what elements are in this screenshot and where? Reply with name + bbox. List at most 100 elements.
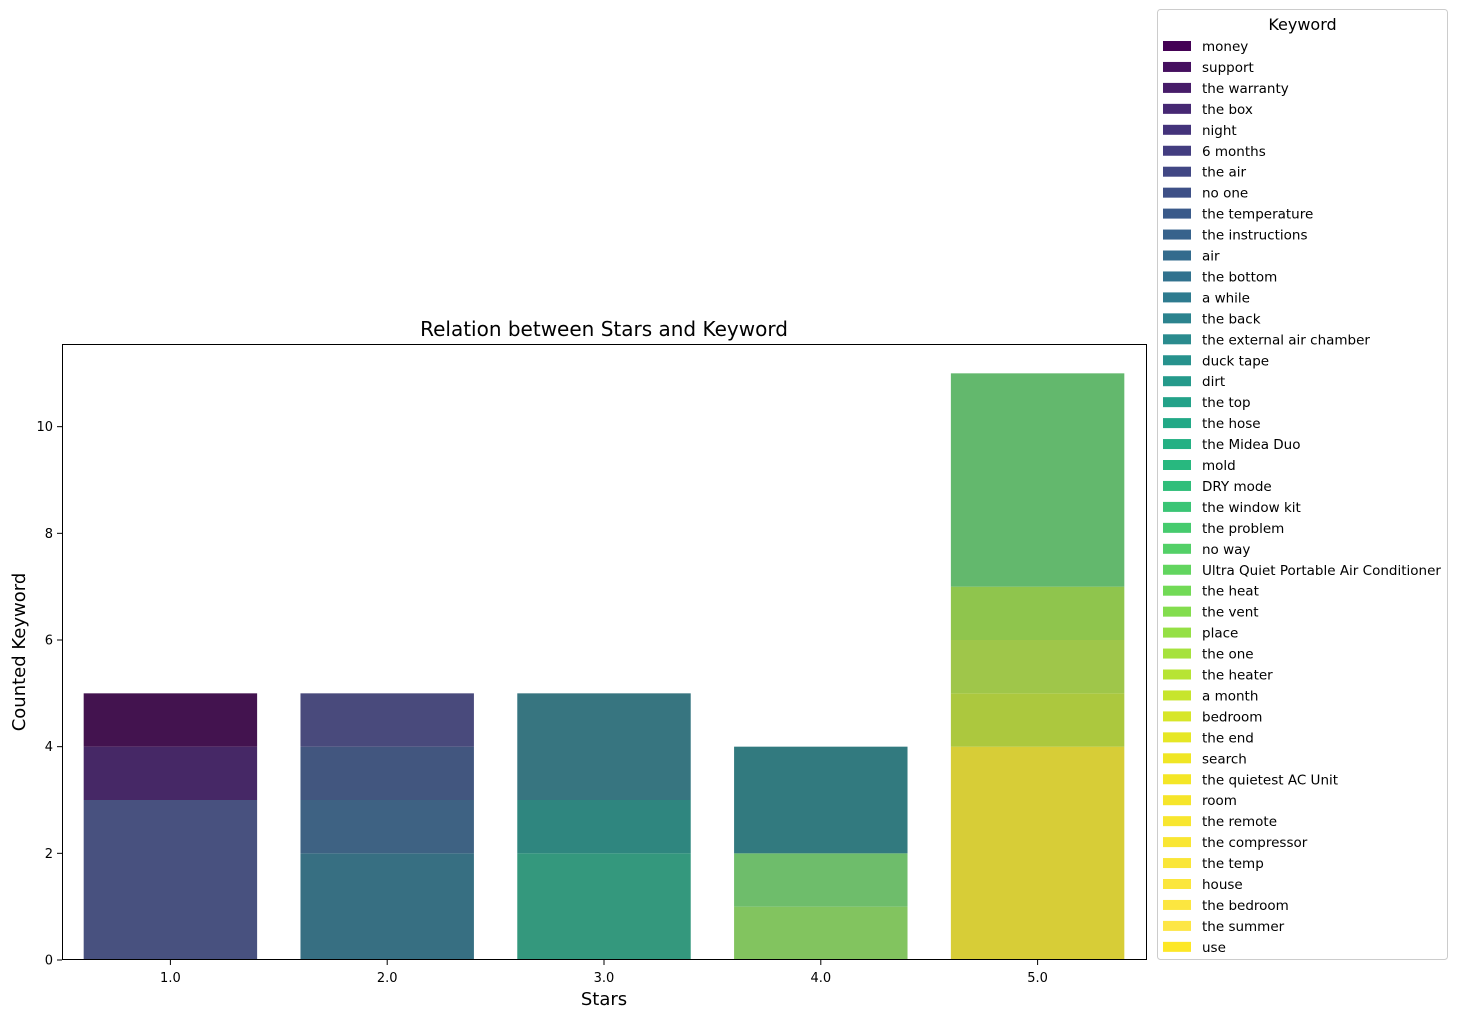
x-tick-label: 4.0 — [810, 971, 831, 986]
legend-swatch — [1163, 61, 1191, 72]
legend-swatch — [1163, 480, 1191, 491]
legend-swatch — [1163, 585, 1191, 596]
legend-entry-label: the bedroom — [1202, 898, 1289, 914]
legend-entry-label: the vent — [1202, 605, 1259, 621]
y-tick-label: 4 — [45, 740, 53, 755]
legend-entries: money support the warranty the box night 6 mo… — [1163, 39, 1441, 956]
legend-entry-label: a month — [1202, 688, 1258, 704]
legend-entry-label: the instructions — [1202, 228, 1308, 244]
legend-entry-label: the back — [1202, 311, 1261, 327]
legend-swatch — [1163, 145, 1191, 156]
legend-entry-label: 6 months — [1202, 144, 1266, 160]
legend-swatch — [1163, 606, 1191, 617]
legend-swatch — [1163, 166, 1191, 177]
legend-entry-label: Ultra Quiet Portable Air Conditioner — [1202, 563, 1441, 579]
legend-swatch — [1163, 82, 1191, 93]
legend-entry-label: the window kit — [1202, 500, 1301, 516]
legend-swatch — [1163, 103, 1191, 114]
bars-group — [83, 373, 1125, 960]
legend-swatch — [1163, 376, 1191, 387]
legend-entry-label: dirt — [1202, 374, 1225, 390]
legend-swatch — [1163, 439, 1191, 450]
legend-swatch — [1163, 837, 1191, 848]
bar-segment-2.0-2 — [300, 746, 474, 800]
legend-swatch — [1163, 250, 1191, 261]
y-tick-label: 2 — [45, 847, 53, 862]
legend-title: Keyword — [1268, 15, 1336, 34]
legend-entry-label: place — [1202, 626, 1238, 642]
bar-segment-1.0-2 — [83, 693, 258, 747]
legend-swatch — [1163, 397, 1191, 408]
legend-swatch — [1163, 899, 1191, 910]
legend-entry-label: DRY mode — [1202, 479, 1272, 495]
legend-entry-label: air — [1202, 249, 1220, 265]
bar-segment-5.0-2 — [950, 640, 1125, 694]
legend-entry-label: bedroom — [1202, 709, 1262, 725]
bar-segment-1.0-0 — [83, 800, 258, 960]
legend-entry-label: duck tape — [1202, 353, 1269, 369]
y-tick-label: 0 — [45, 954, 53, 969]
x-tick-label: 2.0 — [377, 971, 398, 986]
legend-swatch — [1163, 941, 1191, 952]
legend-entry-label: no way — [1202, 542, 1250, 558]
legend-swatch — [1163, 858, 1191, 869]
bar-segment-2.0-0 — [300, 853, 474, 960]
legend-swatch — [1163, 124, 1191, 135]
bar-segment-5.0-3 — [950, 586, 1125, 640]
legend-entry-label: the summer — [1202, 919, 1285, 935]
legend-swatch — [1163, 271, 1191, 282]
legend-entry-label: the compressor — [1202, 835, 1308, 851]
legend-swatch — [1163, 732, 1191, 743]
legend-swatch — [1163, 460, 1191, 470]
legend-entry-label: mold — [1202, 458, 1236, 474]
chart-title: Relation between Stars and Keyword — [420, 317, 788, 341]
legend-entry-label: the air — [1202, 165, 1246, 181]
y-axis: 0 2 4 6 8 10 — [36, 420, 62, 969]
legend-swatch — [1163, 920, 1191, 931]
legend-entry-label: house — [1202, 877, 1243, 893]
bar-segment-4.0-0 — [734, 906, 908, 960]
legend: Keyword money support the warranty the box n… — [1157, 9, 1448, 960]
x-tick-label: 1.0 — [160, 971, 181, 986]
x-tick-label: 5.0 — [1027, 971, 1048, 986]
legend-entry-label: use — [1202, 940, 1226, 956]
legend-swatch — [1163, 564, 1191, 575]
legend-entry-label: the remote — [1202, 814, 1277, 830]
legend-entry-label: the quietest AC Unit — [1202, 772, 1338, 788]
legend-entry-label: the heat — [1202, 584, 1259, 600]
bar-segment-3.0-1 — [517, 800, 691, 854]
legend-swatch — [1163, 208, 1191, 219]
legend-swatch — [1163, 355, 1191, 366]
bar-segment-3.0-0 — [517, 853, 691, 960]
y-axis-label: Counted Keyword — [9, 573, 30, 732]
legend-swatch — [1163, 627, 1191, 638]
legend-entry-label: the temp — [1202, 856, 1264, 872]
legend-entry-label: the problem — [1202, 521, 1284, 537]
bar-segment-1.0-1 — [83, 746, 258, 800]
bar-segment-2.0-1 — [300, 800, 474, 854]
y-tick-label: 8 — [45, 527, 53, 542]
bar-segment-5.0-0 — [950, 746, 1125, 960]
legend-box — [1157, 9, 1448, 960]
legend-entry-label: the temperature — [1202, 207, 1313, 223]
legend-entry-label: the Midea Duo — [1202, 437, 1301, 453]
bar-segment-5.0-4 — [950, 373, 1125, 587]
legend-swatch — [1163, 795, 1191, 806]
bar-segment-5.0-1 — [950, 693, 1125, 747]
legend-entry-label: the end — [1202, 730, 1254, 746]
legend-entry-label: support — [1202, 60, 1254, 76]
y-tick-label: 6 — [45, 634, 53, 649]
plot-frame — [62, 344, 1147, 960]
legend-entry-label: the external air chamber — [1202, 332, 1370, 348]
bar-segment-3.0-2 — [517, 693, 691, 800]
legend-entry-label: night — [1202, 123, 1237, 139]
legend-swatch — [1163, 648, 1191, 659]
legend-entry-label: the warranty — [1202, 81, 1289, 97]
legend-swatch — [1163, 879, 1191, 889]
legend-swatch — [1163, 41, 1191, 51]
legend-swatch — [1163, 418, 1191, 429]
legend-entry-label: money — [1202, 39, 1248, 55]
legend-entry-label: a while — [1202, 290, 1250, 306]
legend-entry-label: the box — [1202, 102, 1253, 118]
